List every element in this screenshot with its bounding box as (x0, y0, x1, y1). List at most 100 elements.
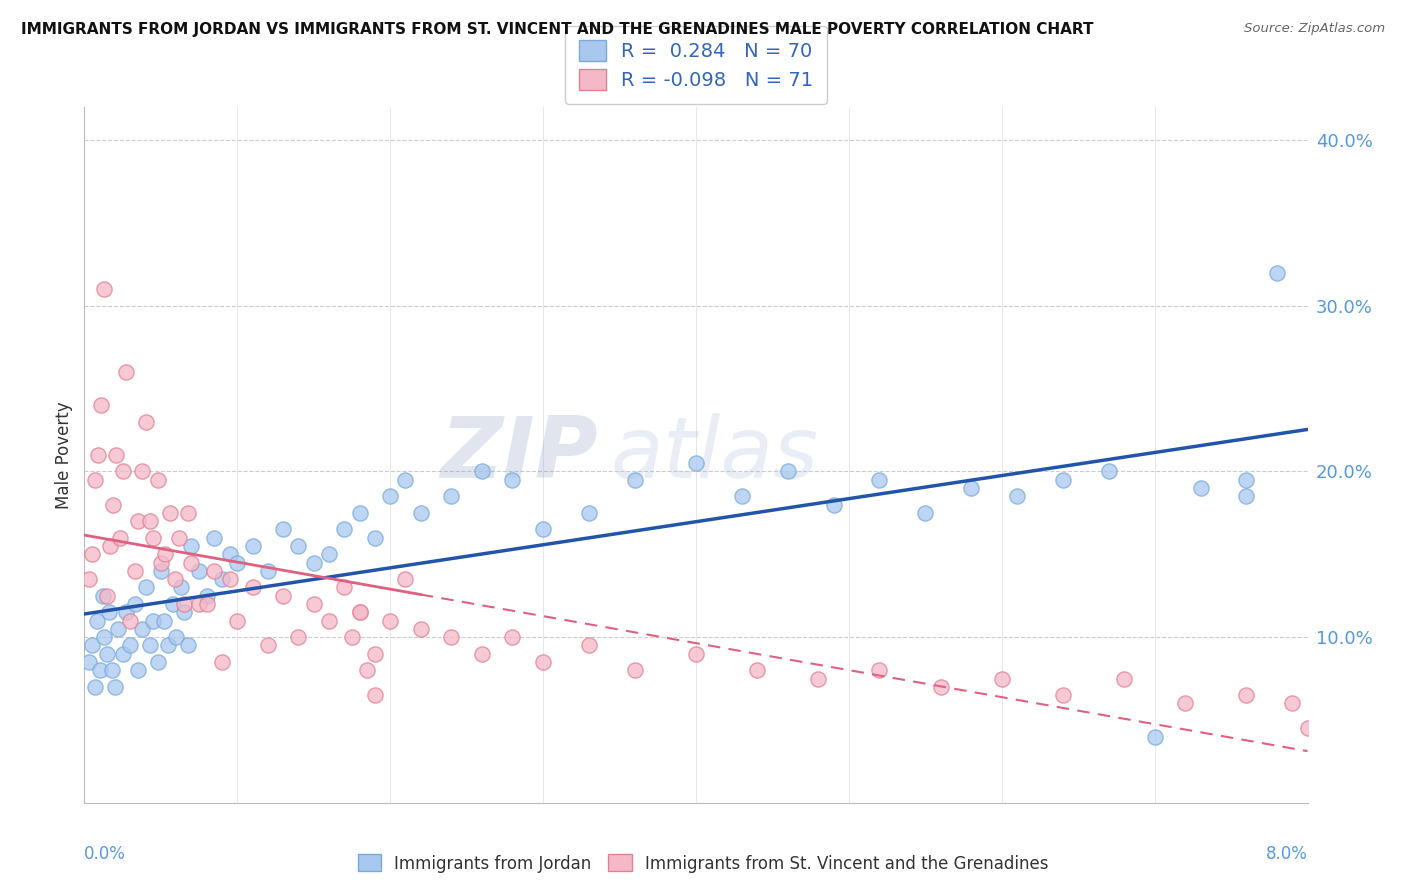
Point (823, 498, 845, 512)
Point (1189, 481, 1212, 495)
Point (108, 531, 131, 545)
Point (318, 614, 340, 628)
Legend: R =  0.284   N = 70, R = -0.098   N = 71: R = 0.284 N = 70, R = -0.098 N = 71 (565, 26, 827, 103)
Point (177, 506, 200, 520)
Point (96, 647, 118, 661)
Point (114, 365, 136, 379)
Point (195, 597, 218, 611)
Point (1143, 730, 1166, 744)
Point (202, 564, 225, 578)
Legend: Immigrants from Jordan, Immigrants from St. Vincent and the Grenadines: Immigrants from Jordan, Immigrants from … (352, 847, 1054, 880)
Point (107, 622, 129, 636)
Point (364, 688, 387, 702)
Point (349, 605, 371, 619)
Point (163, 572, 186, 586)
Point (124, 564, 146, 578)
Point (84, 680, 107, 694)
Point (257, 639, 280, 653)
Text: atlas: atlas (610, 413, 818, 497)
Point (380, 614, 402, 628)
Point (103, 498, 125, 512)
Point (211, 655, 233, 669)
Point (531, 523, 554, 537)
Point (114, 605, 136, 619)
Point (440, 489, 463, 503)
Point (211, 572, 233, 586)
Point (139, 514, 162, 528)
Point (131, 465, 153, 479)
Point (80, 547, 103, 561)
Point (914, 506, 936, 520)
Point (1098, 465, 1121, 479)
Point (869, 663, 891, 677)
Point (226, 556, 249, 570)
Point (80, 639, 103, 653)
Point (271, 523, 294, 537)
Point (159, 506, 181, 520)
Point (218, 547, 240, 561)
Text: IMMIGRANTS FROM JORDAN VS IMMIGRANTS FROM ST. VINCENT AND THE GRENADINES MALE PO: IMMIGRANTS FROM JORDAN VS IMMIGRANTS FRO… (21, 22, 1094, 37)
Point (624, 473, 647, 487)
Point (218, 572, 240, 586)
Point (1236, 473, 1258, 487)
Point (776, 465, 799, 479)
Point (578, 506, 600, 520)
Point (394, 473, 416, 487)
Point (271, 589, 294, 603)
Point (349, 506, 371, 520)
Point (960, 481, 983, 495)
Point (84, 473, 107, 487)
Point (1312, 730, 1334, 744)
Point (91, 589, 114, 603)
Point (135, 581, 157, 595)
Point (188, 564, 211, 578)
Point (302, 556, 325, 570)
Point (624, 663, 647, 677)
Point (578, 639, 600, 653)
Point (77, 655, 100, 669)
Point (364, 647, 387, 661)
Point (471, 465, 494, 479)
Point (1052, 473, 1074, 487)
Point (242, 581, 264, 595)
Point (142, 614, 165, 628)
Y-axis label: Male Poverty: Male Poverty (55, 401, 73, 508)
Point (471, 647, 494, 661)
Point (162, 597, 184, 611)
Point (111, 465, 134, 479)
Point (180, 556, 202, 570)
Point (155, 547, 177, 561)
Point (731, 489, 754, 503)
Point (165, 630, 187, 644)
Point (180, 539, 202, 553)
Point (104, 680, 127, 694)
Point (364, 531, 387, 545)
Point (157, 639, 180, 653)
Point (153, 614, 176, 628)
Point (195, 589, 218, 603)
Point (87, 448, 110, 462)
Point (302, 597, 325, 611)
Text: 0.0%: 0.0% (84, 845, 127, 863)
Point (97, 605, 120, 619)
Point (869, 473, 891, 487)
Point (146, 655, 169, 669)
Point (1052, 688, 1074, 702)
Point (991, 672, 1014, 686)
Point (120, 614, 142, 628)
Point (188, 597, 211, 611)
Point (89, 663, 111, 677)
Point (135, 415, 157, 429)
Point (409, 622, 432, 636)
Point (1236, 688, 1258, 702)
Point (287, 539, 309, 553)
Point (177, 639, 200, 653)
Point (333, 523, 356, 537)
Point (807, 672, 830, 686)
Point (96, 589, 118, 603)
Point (257, 564, 280, 578)
Point (380, 489, 402, 503)
Point (173, 597, 195, 611)
Point (86, 614, 108, 628)
Point (440, 630, 463, 644)
